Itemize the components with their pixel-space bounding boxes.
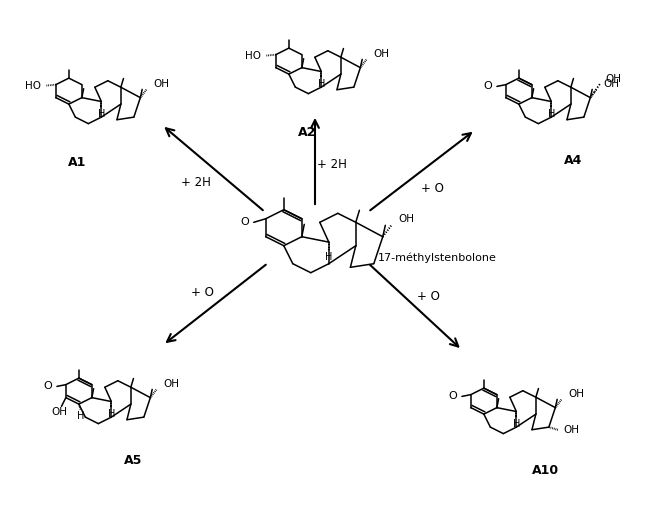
Text: OH: OH bbox=[163, 379, 179, 389]
Text: O: O bbox=[43, 382, 52, 391]
Text: + 2H: + 2H bbox=[181, 176, 211, 188]
Text: + O: + O bbox=[420, 182, 444, 196]
Text: 17-méthylstenbolone: 17-méthylstenbolone bbox=[378, 253, 497, 263]
Text: OH: OH bbox=[52, 407, 67, 417]
Text: H: H bbox=[98, 109, 105, 119]
Text: HO: HO bbox=[26, 81, 42, 91]
Text: O: O bbox=[483, 81, 492, 92]
Text: OH: OH bbox=[373, 49, 389, 59]
Text: + O: + O bbox=[190, 286, 214, 300]
Text: HO: HO bbox=[245, 50, 262, 61]
Text: A4: A4 bbox=[564, 153, 582, 166]
Text: H: H bbox=[108, 409, 115, 419]
Text: O: O bbox=[240, 217, 249, 227]
Text: OH: OH bbox=[605, 74, 622, 84]
Text: OH: OH bbox=[568, 389, 584, 399]
Text: H: H bbox=[548, 109, 555, 119]
Text: O: O bbox=[448, 391, 457, 401]
Text: A5: A5 bbox=[124, 454, 142, 467]
Text: H: H bbox=[77, 411, 85, 421]
Text: A10: A10 bbox=[531, 464, 559, 476]
Text: A1: A1 bbox=[68, 156, 86, 168]
Text: + O: + O bbox=[416, 290, 440, 303]
Text: + 2H: + 2H bbox=[317, 159, 347, 171]
Text: A2: A2 bbox=[298, 126, 316, 139]
Text: H: H bbox=[318, 79, 325, 89]
Text: OH: OH bbox=[603, 79, 619, 89]
Text: OH: OH bbox=[398, 214, 414, 225]
Text: OH: OH bbox=[153, 79, 169, 89]
Text: H: H bbox=[513, 419, 520, 429]
Text: H: H bbox=[325, 252, 332, 262]
Text: OH: OH bbox=[564, 425, 580, 435]
